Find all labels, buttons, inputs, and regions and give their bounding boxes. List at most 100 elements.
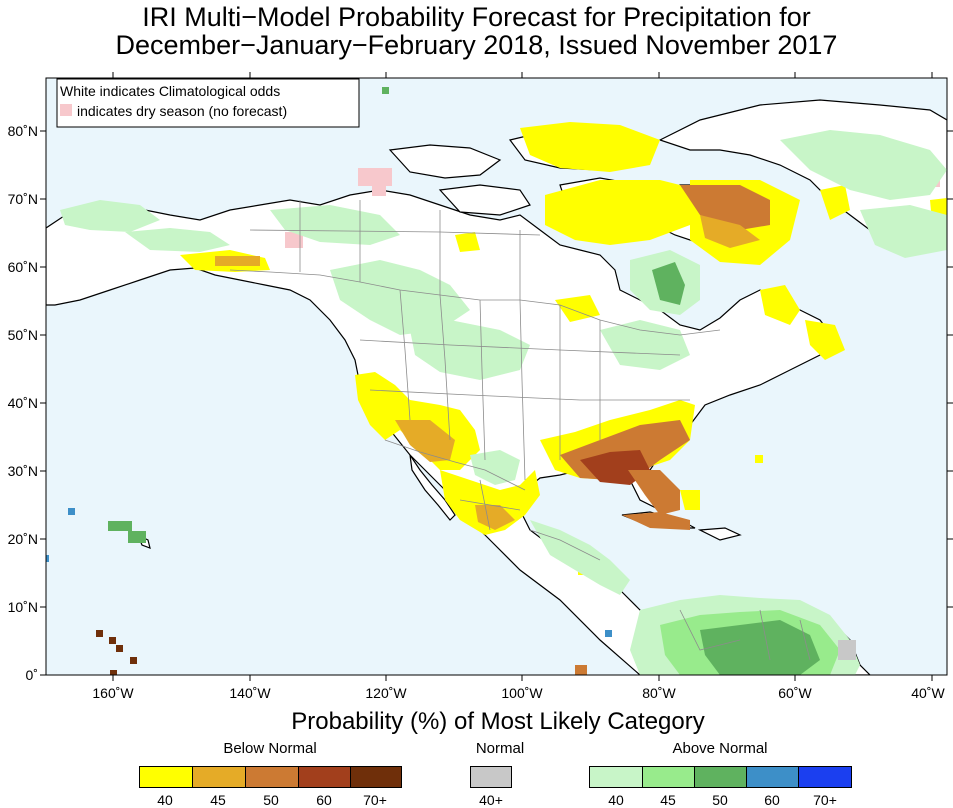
below-40-hudson (545, 180, 700, 245)
legend-swatch-above-50 (694, 766, 748, 788)
legend-swatch-above-40 (589, 766, 643, 788)
lon-label: 80˚W (642, 685, 676, 701)
below-normal-areas (96, 122, 947, 675)
below-50-florida (628, 470, 680, 515)
below-40-arctic (520, 122, 660, 172)
legend-swatch-normal-40 (470, 766, 512, 788)
below-40-maritimes (805, 320, 845, 360)
above-40-canada-w (270, 205, 400, 245)
above-40-plains (410, 320, 530, 380)
below-50-labrador (680, 185, 770, 230)
legend-swatch-above-45 (642, 766, 696, 788)
lat-label: 50˚N (8, 327, 38, 343)
dry-patch (372, 186, 386, 196)
below-45-southwest (395, 420, 455, 462)
state-line (399, 289, 411, 421)
above-normal-areas (46, 87, 947, 675)
lon-label: 160˚W (92, 685, 134, 701)
title-line-1: IRI Multi−Model Probability Forecast for… (142, 2, 811, 32)
above-50-south-america (700, 620, 820, 675)
state-line (369, 389, 690, 401)
above-50-patch (382, 87, 389, 94)
lat-labels: 80˚N 70˚N 60˚N 50˚N 40˚N 30˚N 20˚N 10˚N … (8, 123, 38, 683)
arctic-island-1 (388, 144, 502, 179)
below-50-patch (575, 665, 587, 675)
lon-labels: 160˚W 140˚W 120˚W 100˚W 80˚W 60˚W 40˚W (92, 685, 945, 701)
below-70-pacific (110, 670, 117, 675)
us-mexico-border (384, 439, 526, 491)
lon-label: 60˚W (778, 685, 812, 701)
legend-tick: 45 (210, 792, 226, 808)
below-45-yukon (215, 256, 260, 266)
arctic-island-4 (438, 184, 531, 216)
dry-season-swatch (60, 104, 72, 116)
below-70-pacific (130, 657, 137, 664)
dry-patch (285, 232, 303, 248)
above-60-patch (46, 555, 49, 562)
legend-tick: 60 (316, 792, 332, 808)
above-50-hawaii (108, 521, 132, 531)
lat-ticks (40, 130, 953, 676)
below-70-pacific (96, 630, 103, 637)
lon-label: 140˚W (229, 685, 271, 701)
lon-label: 40˚W (911, 685, 945, 701)
map-frame (45, 77, 948, 676)
legend-title: Probability (%) of Most Likely Category (291, 708, 705, 735)
title-line-2: December−January−February 2018, Issued N… (115, 30, 838, 60)
legend-group-normal: Normal (475, 740, 525, 757)
below-70-pacific (116, 645, 123, 652)
lon-label: 100˚W (501, 685, 543, 701)
hispaniola (697, 527, 742, 541)
state-line (439, 294, 451, 441)
legend-group-above-normal: Above Normal (672, 740, 768, 757)
legend-tick: 60 (764, 792, 780, 808)
lat-label: 60˚N (8, 259, 38, 275)
note-dry-season: indicates dry season (no forecast) (77, 103, 287, 119)
baja-peninsula (409, 454, 456, 521)
legend-swatch-below-70 (350, 766, 402, 788)
legend-swatch-below-60 (298, 766, 352, 788)
above-40-canada-mid (330, 260, 470, 335)
legend-swatch-below-40 (139, 766, 193, 788)
legend-swatch-below-45 (192, 766, 246, 788)
lat-label: 0˚ (26, 667, 38, 683)
south-america-borders (679, 609, 811, 661)
lat-label: 80˚N (8, 123, 38, 139)
lat-label: 70˚N (8, 191, 38, 207)
above-60-patch (605, 630, 612, 637)
above-60-patch (68, 508, 75, 515)
lat-label: 40˚N (8, 395, 38, 411)
below-40-patch (755, 455, 763, 463)
lon-ticks (112, 72, 933, 681)
political-borders (229, 200, 811, 661)
below-50-cuba (622, 512, 690, 530)
legend-tick: 45 (660, 792, 676, 808)
above-40-alaska (125, 228, 230, 252)
below-40-canada-central (455, 232, 480, 252)
legend-tick: 70+ (813, 792, 837, 808)
note-climatological: White indicates Climatological odds (60, 83, 280, 99)
notes-box: White indicates Climatological odds indi… (56, 78, 360, 128)
above-50-hawaii (128, 531, 146, 543)
legend-tick: 40 (157, 792, 173, 808)
legend-tick: 50 (712, 792, 728, 808)
province-line (249, 229, 541, 236)
lat-label: 20˚N (8, 531, 38, 547)
legend-swatch-below-50 (245, 766, 299, 788)
below-40-bahamas (680, 490, 700, 510)
above-40-ohio (600, 320, 690, 370)
below-40-quebec (760, 285, 800, 325)
state-line (479, 299, 486, 461)
below-40-canada-patch (555, 295, 600, 322)
lat-label: 30˚N (8, 463, 38, 479)
legend-tick: 50 (263, 792, 279, 808)
legend-tick: 40+ (479, 792, 503, 808)
below-40-greenland-s (820, 185, 850, 220)
above-40-greenland-sw (860, 205, 947, 258)
mexico-states (459, 479, 601, 561)
state-line (359, 339, 681, 356)
normal-patch (838, 640, 856, 660)
above-50-quebec (652, 262, 685, 305)
above-40-mexico (470, 450, 520, 485)
